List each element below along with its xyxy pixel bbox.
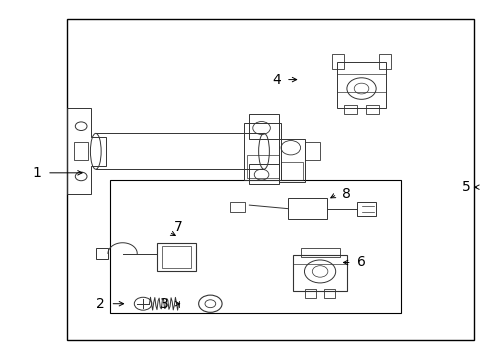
- Bar: [229, 202, 244, 212]
- Text: 3: 3: [160, 297, 168, 311]
- Bar: [336, 62, 385, 108]
- Bar: [66, 19, 473, 339]
- Bar: [249, 114, 278, 139]
- Bar: [110, 180, 400, 313]
- Text: 5: 5: [461, 180, 470, 194]
- Bar: [246, 155, 278, 178]
- Bar: [356, 202, 375, 216]
- Text: 2: 2: [96, 297, 105, 311]
- Text: 4: 4: [271, 73, 280, 87]
- Bar: [293, 255, 346, 291]
- Bar: [249, 164, 278, 184]
- Bar: [305, 142, 320, 160]
- Bar: [324, 289, 334, 298]
- Bar: [305, 289, 316, 298]
- Bar: [300, 248, 339, 257]
- Text: 7: 7: [174, 220, 183, 234]
- Bar: [288, 198, 327, 220]
- Bar: [157, 243, 195, 271]
- Text: 1: 1: [33, 166, 41, 180]
- Bar: [366, 105, 378, 114]
- Bar: [344, 105, 356, 114]
- Bar: [244, 123, 281, 180]
- Text: 8: 8: [342, 187, 350, 201]
- Bar: [278, 139, 305, 182]
- Bar: [161, 246, 190, 268]
- Bar: [281, 162, 303, 180]
- Bar: [74, 142, 88, 160]
- Bar: [378, 54, 390, 69]
- Bar: [331, 54, 344, 69]
- Bar: [96, 248, 108, 259]
- Text: 6: 6: [356, 256, 365, 270]
